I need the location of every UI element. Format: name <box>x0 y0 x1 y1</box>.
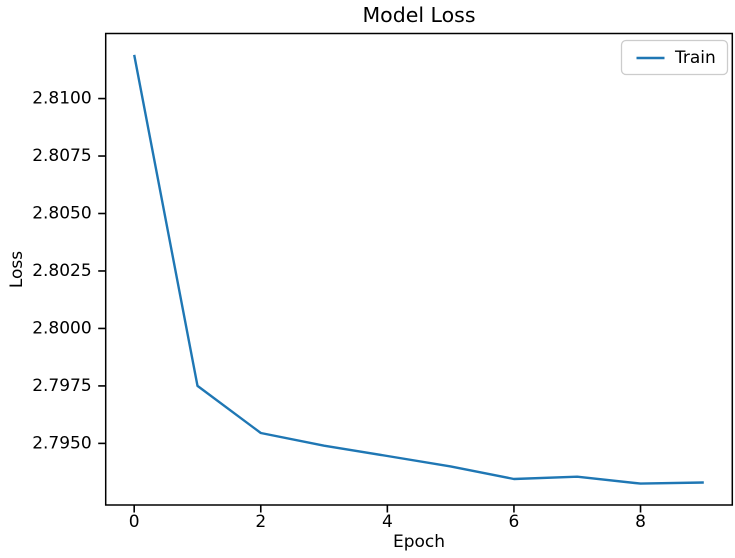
series-group <box>133 54 704 485</box>
x-axis-tick-label: 2 <box>255 512 266 532</box>
y-axis-tick-label: 2.7950 <box>32 433 91 453</box>
y-axis-tick-label: 2.8000 <box>32 318 91 338</box>
y-axis-tick-label: 2.8075 <box>32 146 91 166</box>
x-axis-tick-label: 0 <box>129 512 140 532</box>
chart-title: Model Loss <box>362 3 475 27</box>
y-axis-tick-label: 2.7975 <box>32 376 91 396</box>
legend-box <box>620 39 729 76</box>
legend-label-train: Train <box>674 48 716 68</box>
legend: Train <box>620 39 729 76</box>
x-axis-label: Epoch <box>393 532 445 552</box>
y-axis-label: Loss <box>7 251 27 288</box>
line-series-train <box>133 54 704 485</box>
axis-frame <box>104 32 734 506</box>
x-axis-tick-label: 4 <box>382 512 393 532</box>
y-axis-tick-label: 2.8050 <box>32 204 91 224</box>
x-axis-tick-label: 6 <box>509 512 520 532</box>
ticks-group: 0 2 4 6 8 2.7950 2.7975 2.8000 2.8025 2.8050 2.807… <box>32 89 646 532</box>
y-axis-tick-label: 2.8100 <box>32 89 91 109</box>
plot-area <box>105 33 733 505</box>
y-axis-tick-label: 2.8025 <box>32 261 91 281</box>
x-axis-tick-label: 8 <box>635 512 646 532</box>
